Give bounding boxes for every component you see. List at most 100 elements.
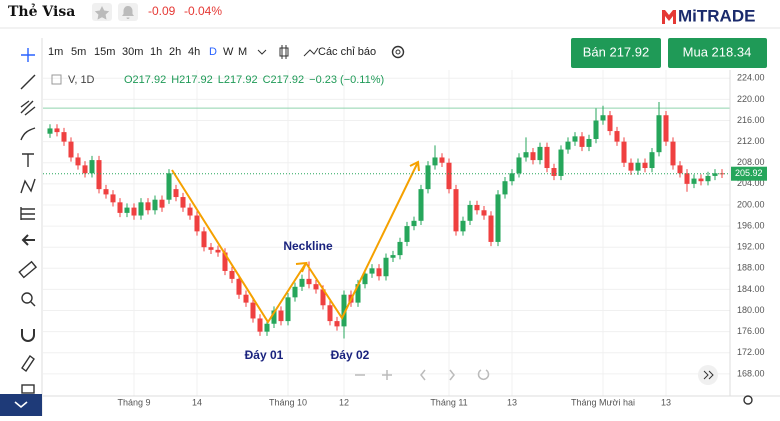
candle-body	[152, 199, 158, 211]
back-tool[interactable]	[21, 234, 35, 246]
chart-type-button[interactable]	[279, 45, 289, 59]
candle-body	[173, 189, 179, 198]
candle-body	[271, 310, 277, 324]
y-tick-label: 196.00	[737, 220, 765, 230]
y-tick-label: 184.00	[737, 284, 765, 294]
x-tick-label: Tháng 9	[117, 397, 150, 407]
candle-body	[586, 138, 592, 147]
candle-body	[516, 157, 522, 174]
interval-button[interactable]: 4h	[188, 46, 200, 58]
candle-body	[299, 278, 305, 287]
legend-toggle[interactable]	[51, 74, 62, 85]
lock-draw-tool[interactable]	[21, 354, 35, 373]
interval-button[interactable]: 1h	[150, 46, 162, 58]
candle-body	[264, 323, 270, 332]
brush-tool[interactable]	[20, 127, 36, 141]
annotation: Đáy 01	[245, 348, 284, 362]
ohlc-value: H217.92	[171, 74, 213, 86]
candle-body	[341, 294, 347, 327]
candle-body	[313, 284, 319, 290]
star-icon	[94, 6, 110, 20]
candle-body	[502, 181, 508, 195]
candle-body	[607, 115, 613, 132]
y-tick-label: 204.00	[737, 178, 765, 188]
candle-body	[47, 128, 53, 134]
indicators-button[interactable]: Các chỉ báo	[318, 46, 376, 58]
candle-body	[474, 204, 480, 211]
candle-body	[257, 318, 263, 332]
candle-body	[698, 178, 704, 182]
prediction-tool[interactable]	[20, 207, 35, 220]
ohlc-value: −0.23 (−0.11%)	[309, 74, 384, 86]
candle-body	[670, 141, 676, 166]
trend-line-tool[interactable]	[20, 74, 36, 90]
candle-body	[593, 120, 599, 139]
interval-button[interactable]: 5m	[71, 46, 86, 58]
brand-mark	[662, 10, 676, 24]
candle-body	[124, 207, 130, 213]
scroll-right[interactable]	[449, 369, 455, 381]
toolbar-collapse[interactable]	[0, 394, 42, 416]
candle-body	[565, 141, 571, 150]
sell-label: Bán 217.92	[583, 44, 650, 59]
candle-body	[572, 136, 578, 142]
candle-body	[362, 273, 368, 285]
lock-tool[interactable]	[21, 384, 35, 394]
interval-button[interactable]: 30m	[122, 46, 143, 58]
drawing-toolbar	[18, 38, 43, 416]
magnet-tool[interactable]	[21, 329, 35, 342]
interval-button[interactable]: 1m	[48, 46, 63, 58]
candle-body	[54, 128, 60, 133]
interval-button[interactable]: D	[209, 46, 217, 58]
pattern-tool[interactable]	[20, 178, 36, 194]
text-tool[interactable]	[22, 153, 34, 167]
candle-body	[439, 157, 445, 163]
zoom-in[interactable]	[382, 370, 392, 380]
settings-button[interactable]	[391, 45, 405, 59]
interval-button[interactable]: 15m	[94, 46, 115, 58]
interval-button[interactable]: 2h	[169, 46, 181, 58]
buy-button[interactable]	[668, 38, 767, 68]
price-change: -0.09	[148, 4, 176, 18]
candle-body	[159, 199, 165, 208]
reset-view[interactable]	[477, 369, 490, 381]
candle-body	[236, 278, 242, 295]
candle-body	[278, 310, 284, 322]
candle-body	[138, 202, 144, 216]
candle-body	[82, 165, 88, 174]
brand-name: MiTRADE	[678, 6, 755, 25]
fib-tool[interactable]	[20, 100, 36, 116]
zoom-tool[interactable]	[21, 292, 33, 304]
sell-button[interactable]	[571, 38, 661, 68]
candle-body	[397, 241, 403, 256]
candle-body	[250, 302, 256, 319]
crosshair-tool[interactable]	[21, 48, 35, 62]
ruler-tool[interactable]	[18, 260, 38, 279]
y-tick-label: 216.00	[737, 115, 765, 125]
candle-body	[292, 286, 298, 298]
y-tick-label: 172.00	[737, 347, 765, 357]
candle-body	[68, 141, 74, 158]
candle-body	[355, 284, 361, 303]
scroll-left[interactable]	[420, 369, 426, 381]
arrow-head	[409, 160, 420, 172]
candle-body	[369, 268, 375, 274]
candle-body	[453, 189, 459, 232]
x-tick-label: 13	[661, 397, 671, 407]
x-tick-label: 13	[507, 397, 517, 407]
y-tick-label: 200.00	[737, 199, 765, 209]
axis-settings[interactable]	[743, 395, 753, 405]
candle-body	[691, 178, 697, 184]
interval-button[interactable]: W	[223, 46, 234, 58]
candle-body	[334, 321, 340, 327]
annotation: Neckline	[283, 239, 333, 253]
interval-button[interactable]: M	[238, 46, 247, 58]
last-price-label: 205.92	[735, 168, 763, 178]
collapse-icon	[14, 401, 28, 409]
y-tick-label: 180.00	[737, 305, 765, 315]
pattern-line	[171, 169, 307, 324]
last-price-tag	[731, 166, 767, 181]
candle-body	[656, 115, 662, 153]
candle-body	[418, 189, 424, 221]
interval-dropdown[interactable]	[257, 49, 267, 55]
